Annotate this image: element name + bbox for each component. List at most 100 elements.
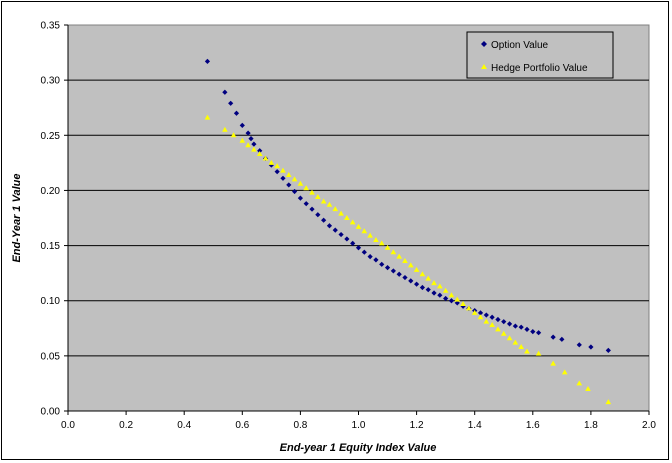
option-value-point: [350, 240, 356, 246]
hedge-portfolio-value-point: [390, 249, 397, 255]
hedge-portfolio-value-point: [419, 271, 426, 277]
series-1: [204, 114, 612, 405]
y-tick-label: 0.30: [41, 76, 61, 87]
legend-option-value-label: Option Value: [491, 40, 549, 51]
hedge-portfolio-value-point: [256, 151, 263, 157]
option-value-point: [518, 324, 524, 330]
option-value-point: [477, 310, 484, 316]
option-value-point: [431, 290, 437, 296]
option-value-point: [338, 231, 344, 238]
option-value-point: [419, 284, 426, 291]
option-value-point: [576, 342, 582, 348]
legend: Option Value Hedge Portfolio Value: [466, 31, 614, 79]
option-value-point: [373, 257, 379, 263]
hedge-portfolio-value-point: [222, 126, 228, 132]
x-tick-label: 1.4: [468, 420, 482, 431]
hedge-portfolio-value-point: [506, 335, 513, 341]
hedge-portfolio-value-point: [576, 380, 583, 386]
option-value-point: [396, 271, 402, 277]
hedge-portfolio-value-point: [561, 369, 568, 375]
data-series: [204, 58, 612, 405]
option-value-point: [332, 227, 338, 233]
hedge-portfolio-value-point: [495, 326, 501, 332]
option-value-point: [408, 278, 414, 284]
x-tick-label: 0.2: [119, 420, 133, 431]
hedge-portfolio-value-point: [285, 171, 292, 177]
option-value-point: [248, 135, 254, 142]
hedge-portfolio-value-point: [349, 219, 356, 225]
option-value-point: [437, 292, 443, 298]
option-value-point: [297, 195, 303, 201]
hedge-portfolio-value-point: [413, 266, 420, 272]
hedge-portfolio-value-point: [204, 114, 211, 120]
legend-hedge-portfolio-value-marker: [481, 64, 487, 69]
plot-area: [67, 24, 650, 412]
y-tick-label: 0.20: [41, 186, 61, 197]
option-value-point: [309, 206, 315, 212]
option-value-point: [274, 169, 280, 175]
option-value-point: [605, 347, 611, 353]
x-tick-label: 1.0: [352, 420, 366, 431]
hedge-portfolio-value-point: [291, 176, 298, 182]
option-value-point: [315, 212, 321, 218]
hedge-portfolio-value-point: [425, 275, 432, 281]
hedge-portfolio-value-point: [251, 146, 257, 152]
y-tick-label: 0.10: [41, 296, 61, 307]
option-value-point: [251, 141, 257, 147]
hedge-portfolio-value-point: [471, 309, 478, 315]
x-tick-label: 0.0: [61, 420, 75, 431]
option-value-point: [550, 334, 556, 340]
hedge-portfolio-value-point: [442, 287, 449, 293]
y-tick-label: 0.00: [41, 407, 61, 418]
x-axis-label: End-year 1 Equity Index Value: [280, 442, 437, 454]
y-tick-label: 0.25: [41, 131, 61, 142]
hedge-portfolio-value-point: [407, 262, 414, 268]
option-value-point: [506, 321, 513, 327]
legend-hedge-portfolio-value-label: Hedge Portfolio Value: [491, 63, 588, 74]
hedge-portfolio-value-point: [309, 189, 315, 195]
y-tick-label: 0.35: [41, 21, 61, 32]
hedge-portfolio-value-point: [489, 321, 495, 327]
option-value-point: [239, 122, 245, 128]
option-value-point: [414, 281, 420, 287]
hedge-portfolio-value-point: [454, 296, 461, 302]
x-tick-label: 0.6: [235, 420, 249, 431]
option-value-point: [495, 316, 501, 323]
option-value-point: [222, 89, 228, 95]
option-value-point: [530, 328, 536, 335]
hedge-portfolio-value-point: [437, 283, 443, 289]
option-value-point: [257, 148, 263, 154]
option-value-point: [512, 323, 518, 329]
option-value-point: [402, 274, 408, 281]
x-tick-label: 1.2: [410, 420, 424, 431]
hedge-portfolio-value-point: [262, 155, 269, 161]
hedge-portfolio-value-point: [230, 132, 237, 138]
hedge-portfolio-value-point: [466, 305, 472, 311]
option-value-point: [483, 312, 489, 318]
hedge-portfolio-value-point: [245, 142, 251, 148]
hedge-portfolio-value-point: [332, 206, 339, 212]
hedge-portfolio-value-point: [274, 163, 280, 169]
option-value-point: [280, 175, 286, 181]
option-value-point: [204, 58, 211, 64]
x-tick-label: 0.8: [293, 420, 307, 431]
hedge-portfolio-value-point: [297, 180, 304, 186]
hedge-portfolio-value-point: [396, 253, 402, 259]
series-0: [204, 58, 611, 353]
hedge-portfolio-value-point: [524, 348, 530, 354]
option-value-point: [355, 245, 362, 251]
option-value-point: [384, 265, 391, 271]
legend-option-value-marker: [481, 41, 487, 47]
hedge-portfolio-value-point: [326, 201, 333, 207]
option-value-point: [559, 336, 565, 342]
hedge-portfolio-value-point: [344, 215, 350, 220]
hedge-portfolio-value-point: [373, 237, 379, 243]
legend-box: [466, 31, 614, 79]
hedge-portfolio-value-point: [477, 314, 484, 320]
option-value-point: [286, 182, 292, 188]
option-value-point: [524, 326, 530, 332]
option-value-point: [390, 268, 396, 274]
hedge-portfolio-value-point: [460, 301, 466, 307]
y-tick-label: 0.05: [41, 351, 61, 362]
